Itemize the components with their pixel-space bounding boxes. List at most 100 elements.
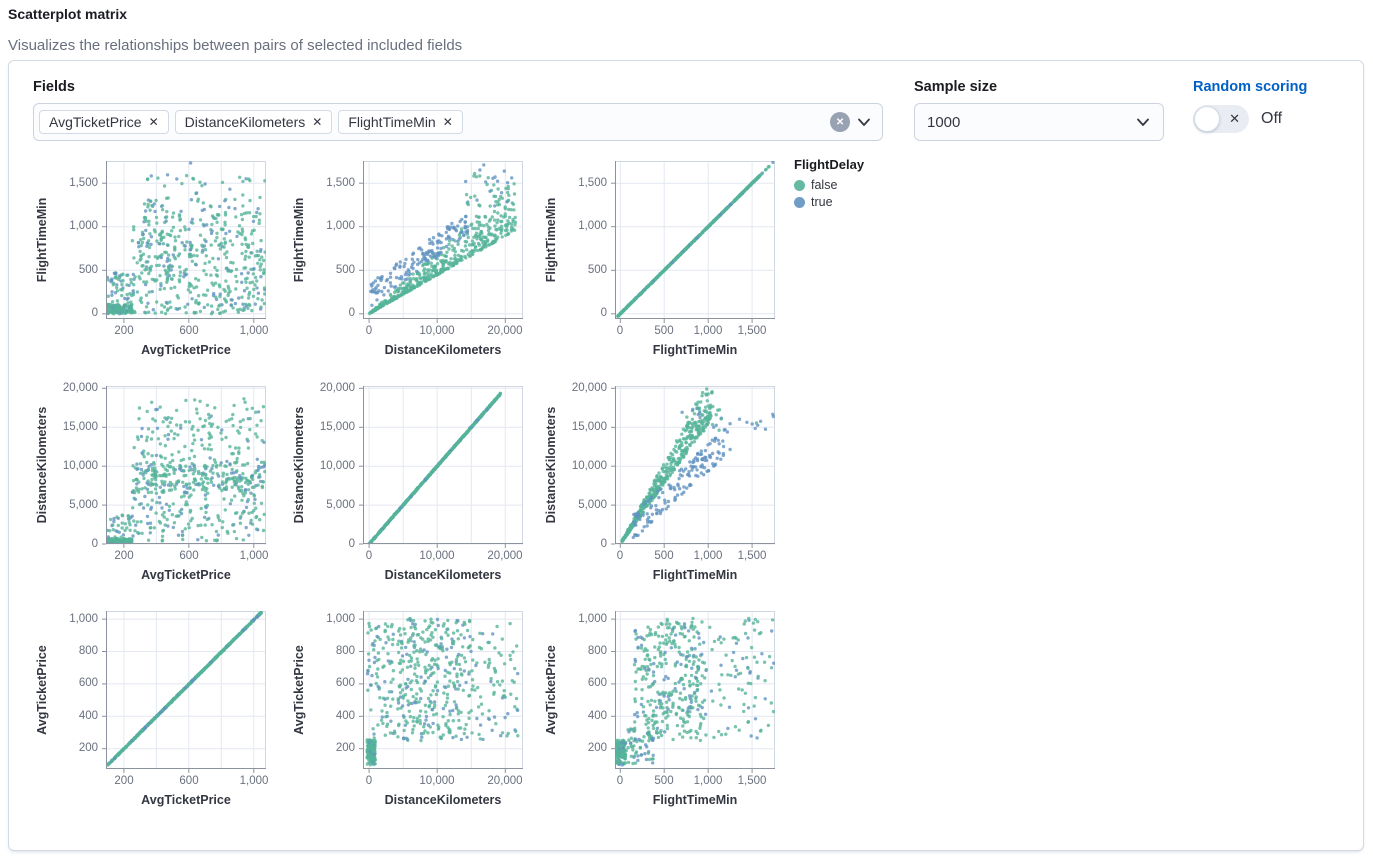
legend-item-false: false [794,178,864,192]
scatter-chart-flighttime-vs-distance: 0 500 1,000 1,500 0 10,000 20,000 FlightTimeMin… [287,161,527,366]
fields-label: Fields [33,79,75,95]
field-pill[interactable]: DistanceKilometers ✕ [174,110,333,134]
x-tick-label: 600 [179,325,199,337]
legend-swatch-icon [794,196,805,208]
field-pill[interactable]: AvgTicketPrice ✕ [39,110,169,134]
x-tick-label: 1,500 [737,775,767,787]
y-tick-label: 1,000 [578,613,607,625]
y-tick-label: 500 [587,264,607,276]
y-tick-label: 1,500 [578,177,607,189]
x-tick-label: 200 [114,775,134,787]
random-scoring-label[interactable]: Random scoring [1193,79,1308,95]
sample-size-control: Sample size 1000 [914,79,1164,141]
scatter-plot-area [102,611,266,773]
clear-icon: ✕ [835,116,845,128]
field-pill-label: FlightTimeMin [348,114,436,130]
scatter-chart-price-vs-flighttime: 200 400 600 800 1,000 0 500 1,000 1,500 AvgTicket… [539,611,779,816]
x-tick-label: 0 [616,775,624,787]
field-pill[interactable]: FlightTimeMin ✕ [338,110,463,134]
y-axis-title: AvgTicketPrice [544,645,558,735]
scatter-chart-distance-vs-distance: 0 5,000 10,000 15,000 20,000 0 10,000 20,000 Dis… [287,382,527,591]
scatter-chart-distance-vs-flighttime: 0 5,000 10,000 15,000 20,000 0 500 1,000 1,500 Di… [539,382,779,591]
scatter-plot-area [359,161,523,323]
x-tick-label: 1,000 [693,775,723,787]
scatterplot-matrix-panel: Fields AvgTicketPrice ✕ DistanceKilometers… [8,60,1364,851]
y-tick-label: 200 [78,742,98,754]
toggle-knob [1194,106,1220,132]
x-tick-label: 1,500 [737,550,767,562]
random-scoring-control: Random scoring ✕ Off [1193,79,1307,133]
y-tick-label: 15,000 [62,421,98,433]
scatter-plot-area [102,386,266,548]
x-tick-label: 200 [114,325,134,337]
field-pill-label: AvgTicketPrice [49,114,142,130]
x-tick-label: 0 [365,325,373,337]
x-tick-label: 0 [616,550,624,562]
x-axis-title: AvgTicketPrice [141,568,231,582]
page-title: Scatterplot matrix [8,6,128,22]
scatter-chart-flighttime-vs-flighttime: 0 500 1,000 1,500 0 500 1,000 1,500 FlightTimeMi… [539,161,779,366]
x-tick-label: 0 [616,325,624,337]
scatter-plot-area [611,161,775,323]
y-tick-label: 20,000 [571,382,607,394]
legend-title: FlightDelay [794,157,865,172]
y-tick-label: 800 [78,645,98,657]
clear-fields-button[interactable]: ✕ [830,112,850,132]
y-tick-label: 10,000 [62,460,98,472]
x-tick-label: 1,000 [239,775,269,787]
fields-pill-list: AvgTicketPrice ✕ DistanceKilometers ✕ Flight… [39,110,463,134]
x-tick-label: 1,000 [693,325,723,337]
y-axis-title: DistanceKilometers [35,406,49,524]
scatter-plot-area [611,611,775,773]
x-axis-title: DistanceKilometers [384,343,502,357]
y-tick-label: 0 [91,307,98,319]
y-tick-label: 1,500 [326,177,355,189]
y-tick-label: 5,000 [578,499,607,511]
x-axis-title: FlightTimeMin [652,568,738,582]
y-tick-label: 400 [587,710,607,722]
random-scoring-toggle[interactable]: ✕ [1193,105,1249,133]
chevron-down-icon [1135,104,1151,140]
scatter-plot-area [359,611,523,773]
x-tick-label: 0 [365,550,373,562]
y-tick-label: 500 [335,264,355,276]
x-tick-label: 600 [179,550,199,562]
x-axis-title: DistanceKilometers [384,568,502,582]
remove-field-icon[interactable]: ✕ [148,115,159,129]
y-tick-label: 0 [348,307,355,319]
chevron-down-icon[interactable] [856,114,872,130]
x-tick-label: 20,000 [487,775,523,787]
legend: FlightDelay false true [794,157,864,212]
y-tick-label: 1,000 [69,613,98,625]
sample-size-select[interactable]: 1000 [914,103,1164,141]
x-tick-label: 500 [654,775,674,787]
x-tick-label: 1,000 [239,550,269,562]
x-axis-title: FlightTimeMin [652,793,738,807]
x-tick-label: 20,000 [487,325,523,337]
x-tick-label: 20,000 [487,550,523,562]
y-tick-label: 200 [587,742,607,754]
sample-size-value: 1000 [927,113,961,131]
remove-field-icon[interactable]: ✕ [312,115,323,129]
toggle-off-x-icon: ✕ [1229,111,1240,126]
y-tick-label: 20,000 [62,382,98,394]
y-tick-label: 500 [78,264,98,276]
legend-item-label: false [811,178,838,192]
scatter-plot-area [102,161,266,323]
y-tick-label: 800 [335,645,355,657]
scatter-plot-area [611,386,775,548]
y-tick-label: 10,000 [571,460,607,472]
y-tick-label: 1,000 [578,220,607,232]
y-tick-label: 600 [587,677,607,689]
page-subtitle: Visualizes the relationships between pai… [8,37,463,54]
y-tick-label: 1,000 [69,220,98,232]
y-tick-label: 0 [91,538,98,550]
y-tick-label: 400 [335,710,355,722]
remove-field-icon[interactable]: ✕ [442,115,453,129]
x-tick-label: 600 [179,775,199,787]
y-tick-label: 0 [600,307,607,319]
x-tick-label: 500 [654,550,674,562]
x-axis-title: DistanceKilometers [384,793,502,807]
fields-combobox[interactable]: AvgTicketPrice ✕ DistanceKilometers ✕ Flight… [33,103,883,141]
x-tick-label: 1,000 [693,550,723,562]
